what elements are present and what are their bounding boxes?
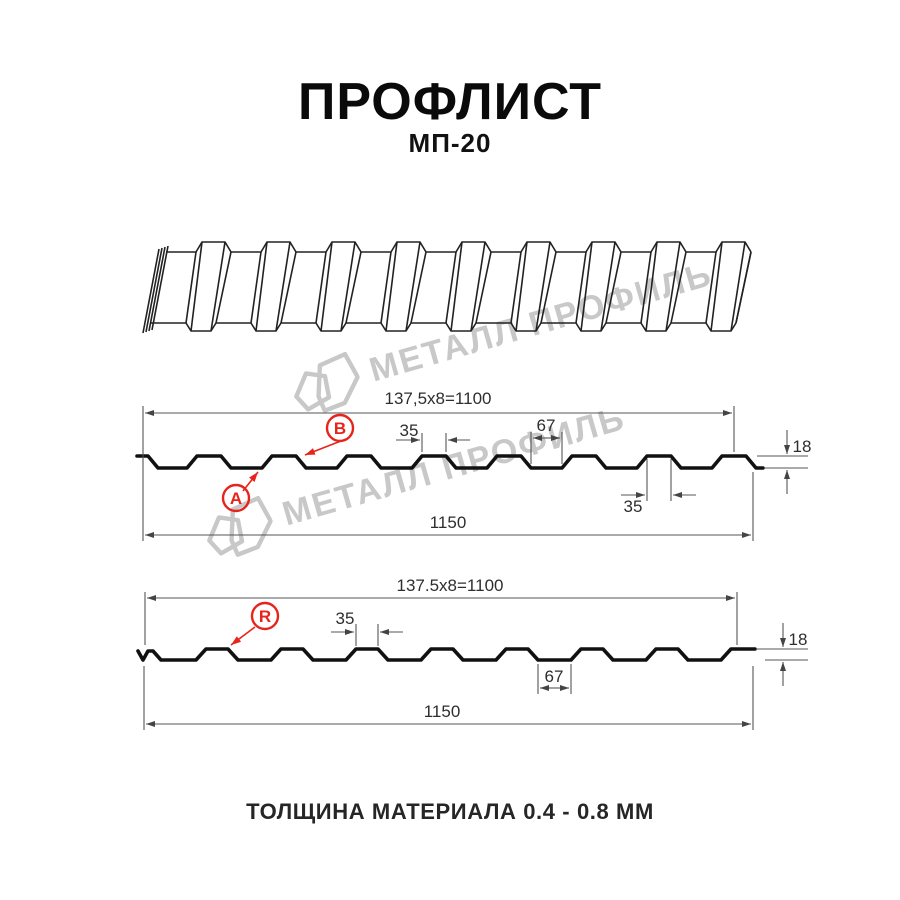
sheet-3d-view (142, 241, 752, 334)
p2-dim-modules (144, 592, 738, 645)
svg-text:R: R (259, 607, 271, 626)
p2-dim-topflat-label: 35 (336, 609, 355, 628)
p1-label-b: В (304, 413, 355, 456)
p1-dim-modules (142, 406, 735, 541)
p1-label-a: А (221, 471, 259, 513)
p1-dim-height-label: 18 (793, 437, 812, 456)
watermark-top: МЕТАЛЛ ПРОФИЛЬ (275, 243, 720, 427)
p2-dim-valley-label: 67 (545, 667, 564, 686)
p2-dim-height-label: 18 (789, 630, 808, 649)
p1-dim-topflat-label: 35 (400, 421, 419, 440)
p1-dim-topflat2-label: 35 (624, 497, 643, 516)
p2-label-r: R (230, 601, 280, 646)
p1-dim-height (757, 430, 808, 494)
p2-dim-height (757, 623, 808, 686)
profile-section-1: 137,5x8=1100 35 67 (135, 389, 812, 541)
p2-dim-valley (537, 664, 572, 694)
p1-dim-modules-label: 137,5x8=1100 (385, 389, 492, 408)
page-title: ПРОФЛИСТ (297, 73, 603, 131)
profile-section-2: 137.5x8=1100 35 67 (136, 576, 808, 730)
p1-dim-valley-label: 67 (537, 416, 556, 435)
p2-dim-topflat (331, 624, 403, 646)
svg-text:В: В (334, 419, 346, 438)
p2-dim-total (143, 666, 754, 730)
brand-logo-icon (294, 351, 360, 413)
svg-text:А: А (230, 489, 242, 508)
thickness-note: ТОЛЩИНА МАТЕРИАЛА 0.4 - 0.8 ММ (246, 799, 654, 824)
sheet-edge-lines (142, 245, 752, 334)
product-code: МП-20 (408, 128, 492, 158)
p1-dim-valley (530, 432, 563, 464)
p1-dim-topflat (396, 433, 470, 452)
p1-dim-total (145, 472, 754, 541)
p1-dim-total-label: 1150 (430, 513, 467, 532)
p2-dim-total-label: 1150 (424, 702, 461, 721)
p2-dim-modules-label: 137.5x8=1100 (397, 576, 504, 595)
p1-dim-topflat2 (621, 459, 696, 501)
